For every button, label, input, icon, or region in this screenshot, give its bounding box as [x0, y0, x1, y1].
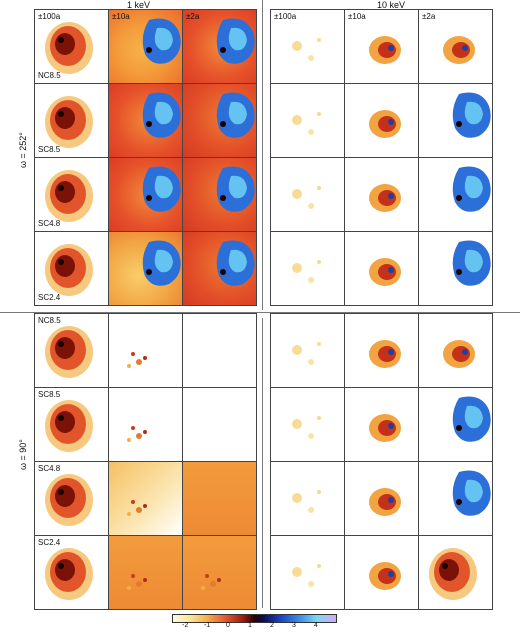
plot-panel: ±100a	[271, 10, 344, 83]
plot-panel	[345, 388, 418, 461]
grid-bottom-1kev: NC8.5 SC8.5 SC4.8 SC2.4	[34, 313, 257, 610]
plot-panel	[271, 536, 344, 609]
plot-panel: ±100a NC8.5	[35, 10, 108, 83]
energy-label-1kev: 1 keV	[127, 0, 151, 10]
scale-label: ±2a	[422, 12, 436, 21]
grid-top-10kev: ±100a ±10a ±2a	[270, 9, 493, 306]
run-label: SC8.5	[38, 145, 61, 154]
plot-panel: SC2.4	[35, 536, 108, 609]
plot-panel	[109, 462, 182, 535]
panel-divider-vertical	[262, 0, 263, 310]
plot-panel	[183, 232, 256, 305]
plot-panel	[183, 536, 256, 609]
panel-divider-horizontal	[0, 312, 520, 313]
plot-panel	[419, 314, 492, 387]
plot-panel	[109, 158, 182, 231]
colorbar-tick: -1	[204, 622, 211, 629]
plot-panel	[109, 84, 182, 157]
run-label: SC2.4	[38, 293, 61, 302]
plot-panel: ±2a	[419, 10, 492, 83]
scale-label: ±100a	[274, 12, 297, 21]
plot-panel	[345, 158, 418, 231]
run-label: NC8.5	[38, 71, 61, 80]
plot-panel	[345, 232, 418, 305]
colorbar-tick: 3	[292, 622, 296, 629]
colorbar	[172, 614, 337, 623]
scale-label: ±100a	[38, 12, 61, 21]
plot-panel: SC8.5	[35, 388, 108, 461]
plot-panel	[183, 314, 256, 387]
plot-panel	[419, 388, 492, 461]
colorbar-tick: -2	[182, 622, 189, 629]
plot-panel: ±2a	[183, 10, 256, 83]
plot-panel	[183, 84, 256, 157]
plot-panel	[419, 158, 492, 231]
run-label: NC8.5	[38, 316, 61, 325]
plot-panel: ±10a	[345, 10, 418, 83]
plot-panel	[271, 158, 344, 231]
plot-panel	[419, 232, 492, 305]
scale-label: ±10a	[112, 12, 130, 21]
plot-panel	[109, 536, 182, 609]
plot-panel	[271, 314, 344, 387]
grid-top-1kev: ±100a NC8.5 ±10a ±2a SC8.5 SC4.8 SC2.4	[34, 9, 257, 306]
plot-panel	[271, 232, 344, 305]
energy-label-10kev: 10 keV	[377, 0, 406, 10]
phase-label-top: ω = 252°	[18, 132, 28, 168]
plot-panel: SC4.8	[35, 158, 108, 231]
run-label: SC4.8	[38, 219, 61, 228]
colorbar-tick: 0	[226, 622, 230, 629]
plot-panel	[345, 462, 418, 535]
run-label: SC8.5	[38, 390, 61, 399]
plot-panel	[109, 388, 182, 461]
scale-label: ±2a	[186, 12, 200, 21]
run-label: SC4.8	[38, 464, 61, 473]
plot-panel	[419, 84, 492, 157]
plot-panel	[271, 462, 344, 535]
plot-panel: SC4.8	[35, 462, 108, 535]
colorbar-tick: 1	[248, 622, 252, 629]
run-label: SC2.4	[38, 538, 61, 547]
plot-panel	[345, 84, 418, 157]
plot-panel: SC8.5	[35, 84, 108, 157]
colorbar-tick: 4	[314, 622, 318, 629]
plot-panel	[271, 84, 344, 157]
grid-bottom-10kev	[270, 313, 493, 610]
scale-label: ±10a	[348, 12, 366, 21]
panel-divider-vertical-lower	[262, 318, 263, 608]
plot-panel: ±10a	[109, 10, 182, 83]
plot-panel	[183, 158, 256, 231]
plot-panel	[271, 388, 344, 461]
plot-panel	[109, 232, 182, 305]
plot-panel	[419, 536, 492, 609]
plot-panel: SC2.4	[35, 232, 108, 305]
plot-panel	[183, 462, 256, 535]
plot-panel	[419, 462, 492, 535]
plot-panel	[345, 536, 418, 609]
plot-panel: NC8.5	[35, 314, 108, 387]
plot-panel	[345, 314, 418, 387]
phase-label-bottom: ω = 90°	[18, 439, 28, 470]
plot-panel	[109, 314, 182, 387]
colorbar-tick: 2	[270, 622, 274, 629]
plot-panel	[183, 388, 256, 461]
